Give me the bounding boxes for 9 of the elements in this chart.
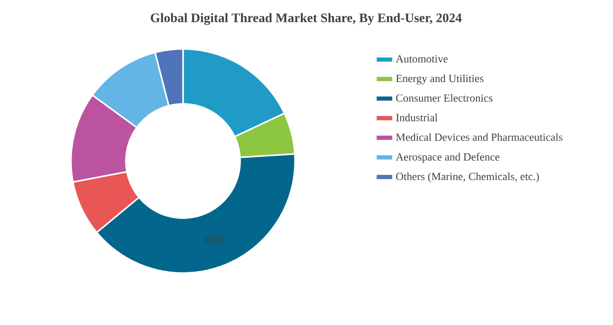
legend-label: Energy and Utilities xyxy=(396,74,484,84)
legend-label: Aerospace and Defence xyxy=(396,152,500,163)
legend-label: Consumer Electronics xyxy=(396,94,492,102)
legend-label: Automotive xyxy=(396,55,448,63)
legend-label: Others (Marine, Chemicals, etc.) xyxy=(396,172,539,182)
legend-label: Medical Devices and Pharmaceuticals xyxy=(396,133,562,141)
data-label: 40% xyxy=(204,236,224,244)
chart-title: Global Digital Thread Market Share, By End-User, 2024 xyxy=(150,13,462,25)
legend-label: Industrial xyxy=(396,114,438,122)
